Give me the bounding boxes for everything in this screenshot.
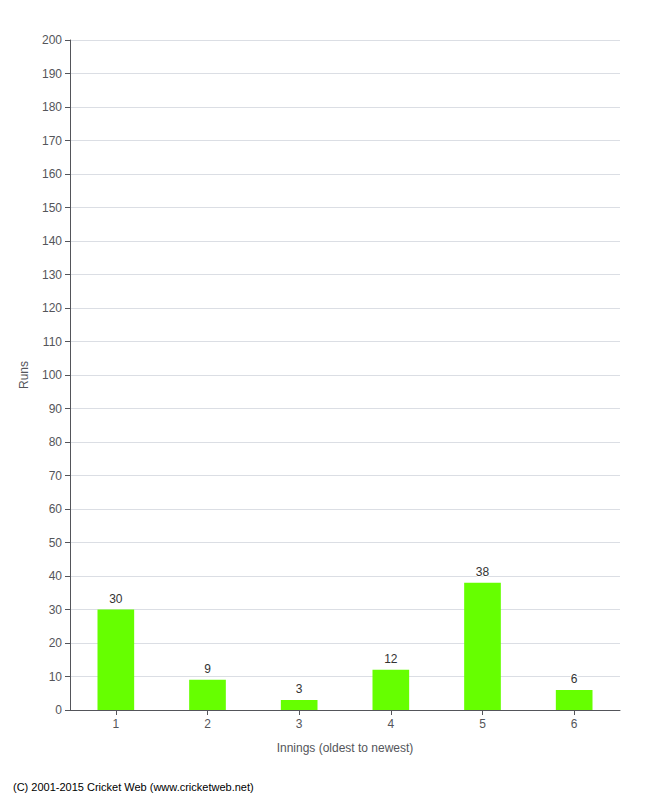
svg-text:0: 0 xyxy=(55,703,62,717)
svg-text:20: 20 xyxy=(49,636,63,650)
svg-text:30: 30 xyxy=(109,592,123,606)
svg-text:38: 38 xyxy=(476,565,490,579)
svg-text:170: 170 xyxy=(42,134,62,148)
svg-text:1: 1 xyxy=(112,717,119,731)
svg-text:150: 150 xyxy=(42,201,62,215)
svg-text:40: 40 xyxy=(49,569,63,583)
svg-text:70: 70 xyxy=(49,469,63,483)
svg-text:200: 200 xyxy=(42,33,62,47)
svg-text:180: 180 xyxy=(42,100,62,114)
svg-text:120: 120 xyxy=(42,301,62,315)
svg-text:12: 12 xyxy=(384,652,398,666)
svg-text:Innings (oldest to newest): Innings (oldest to newest) xyxy=(277,741,414,755)
svg-text:3: 3 xyxy=(296,717,303,731)
svg-text:90: 90 xyxy=(49,402,63,416)
svg-text:80: 80 xyxy=(49,435,63,449)
svg-text:2: 2 xyxy=(204,717,211,731)
svg-text:6: 6 xyxy=(571,717,578,731)
svg-text:190: 190 xyxy=(42,67,62,81)
svg-text:3: 3 xyxy=(296,682,303,696)
svg-text:100: 100 xyxy=(42,368,62,382)
svg-text:30: 30 xyxy=(49,603,63,617)
svg-text:110: 110 xyxy=(43,335,62,349)
svg-text:9: 9 xyxy=(204,662,211,676)
svg-text:60: 60 xyxy=(49,502,63,516)
svg-text:130: 130 xyxy=(42,268,62,282)
svg-text:140: 140 xyxy=(42,234,62,248)
svg-text:10: 10 xyxy=(49,670,63,684)
svg-text:6: 6 xyxy=(571,672,578,686)
svg-text:160: 160 xyxy=(42,167,62,181)
svg-text:(C) 2001-2015 Cricket Web (www: (C) 2001-2015 Cricket Web (www.cricketwe… xyxy=(13,781,254,793)
svg-text:5: 5 xyxy=(479,717,486,731)
svg-text:4: 4 xyxy=(387,717,394,731)
svg-text:50: 50 xyxy=(49,536,63,550)
svg-text:Runs: Runs xyxy=(17,361,31,389)
